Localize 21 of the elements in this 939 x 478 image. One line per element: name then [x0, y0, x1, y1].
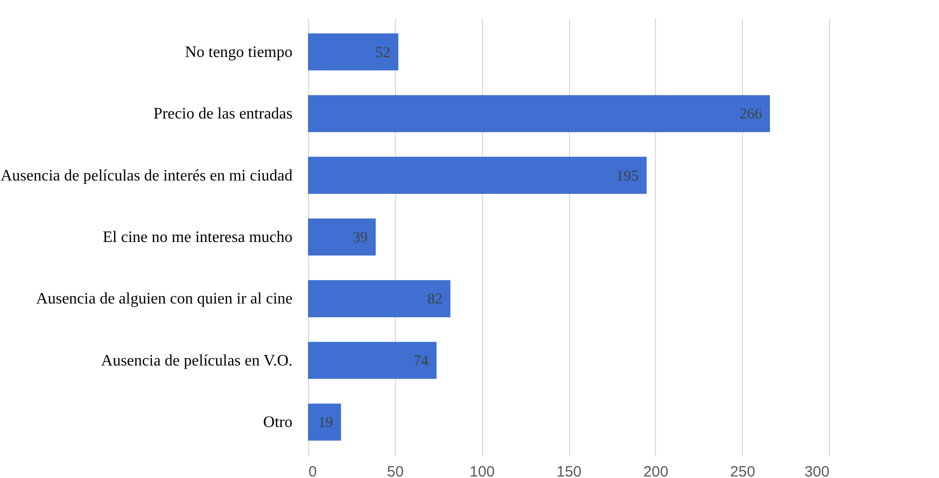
x-tick-label: 50 [386, 464, 404, 478]
y-tick-label: Otro [263, 414, 292, 432]
x-tick-label: 100 [470, 464, 495, 478]
x-tick-label: 250 [730, 464, 756, 478]
x-tick-label: 150 [556, 464, 582, 478]
data-label: 39 [352, 230, 368, 246]
data-label: 195 [616, 168, 639, 184]
y-tick-label: Ausencia de películas de interés en mi ciudad [0, 167, 292, 184]
x-tick-label: 300 [804, 464, 830, 478]
x-tick-label: 200 [643, 464, 668, 478]
y-tick-label: Ausencia de películas en V.O. [101, 352, 292, 370]
x-tick-label: 0 [308, 464, 317, 478]
y-tick-label: No tengo tiempo [184, 44, 292, 61]
data-label: 266 [739, 106, 762, 123]
data-label: 74 [414, 353, 430, 370]
data-label: 19 [318, 415, 333, 432]
y-tick-label: Precio de las entradas [153, 106, 292, 123]
data-label: 52 [375, 44, 390, 61]
y-tick-label: El cine no me interesa mucho [102, 229, 292, 246]
data-label: 82 [427, 292, 442, 308]
y-tick-label: Ausencia de alguien con quien ir al cine [36, 290, 292, 308]
